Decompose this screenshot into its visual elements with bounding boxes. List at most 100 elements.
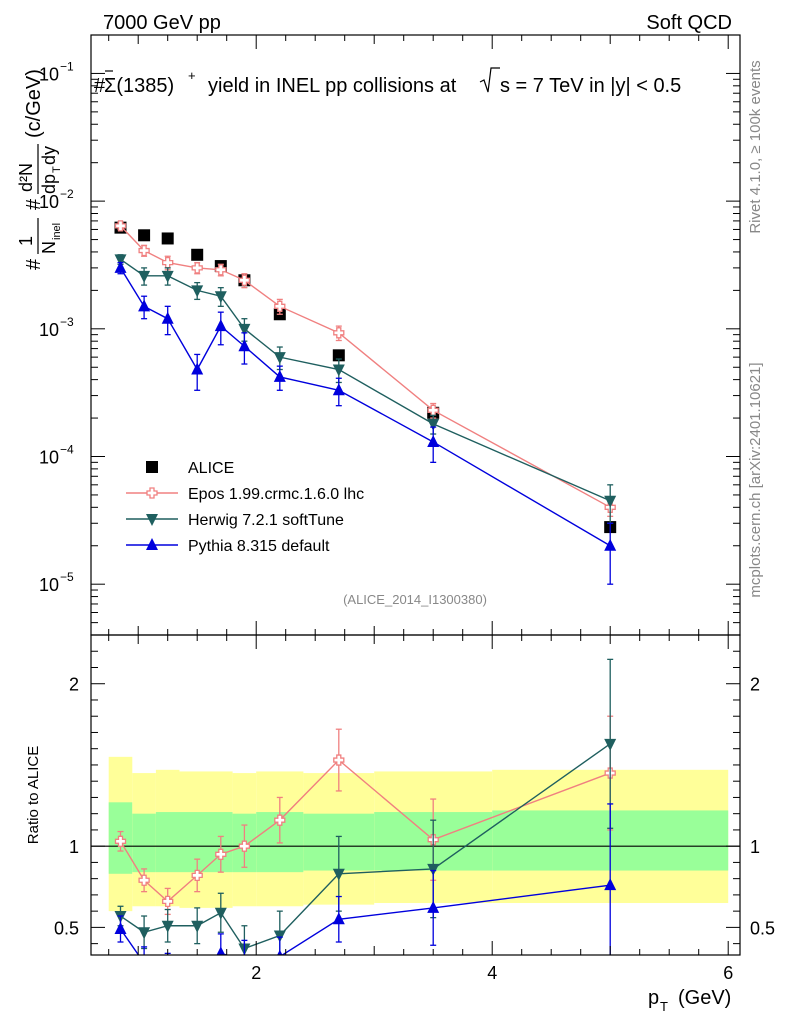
- main-data-point: [161, 311, 174, 324]
- main-data-point: [427, 418, 440, 431]
- main-data-point: [191, 285, 204, 298]
- main-plot-series: [114, 220, 617, 585]
- main-data-point: [191, 248, 204, 261]
- x-tick-label: 2: [251, 963, 261, 983]
- ratio-data-point: [604, 738, 617, 751]
- legend-label: ALICE: [188, 460, 234, 477]
- ratio-data-point: [332, 912, 345, 925]
- legend-label: Epos 1.99.crmc.1.6.0 lhc: [188, 486, 364, 503]
- main-y-tick-label-base: 10: [39, 320, 59, 340]
- ratio-series-line-1: [120, 743, 611, 950]
- title-sqrt-sign: [479, 67, 500, 93]
- legend-entry-1: Epos 1.99.crmc.1.6.0 lhc: [126, 486, 364, 503]
- rivet-version-label: Rivet 4.1.0, ≥ 100k events: [747, 60, 764, 233]
- main-data-point: [138, 270, 151, 283]
- main-data-point: [604, 495, 617, 508]
- ratio-data-point: [162, 963, 174, 975]
- main-y-tick-label-base: 10: [39, 64, 59, 84]
- main-data-point: [273, 352, 286, 365]
- main-data-point: [191, 262, 203, 274]
- main-data-point: [238, 274, 251, 286]
- main-data-point: [427, 434, 440, 447]
- main-data-point: [114, 260, 127, 273]
- x-tick-label: 6: [723, 963, 733, 983]
- ratio-series-2: [114, 803, 617, 992]
- title-text: yield in INEL pp collisions at: [208, 75, 457, 97]
- ratio-series-line-0: [119, 759, 611, 903]
- ratio-data-point: [238, 840, 251, 852]
- ratio-y-tick-label-left: 2: [69, 675, 79, 695]
- xlabel-sub: T: [660, 999, 668, 1014]
- ylabel-dpt-sub: T: [51, 166, 63, 173]
- ylabel-n-sub: inel: [51, 223, 63, 240]
- main-y-tick-label-base: 10: [39, 192, 59, 212]
- ratio-data-point: [138, 927, 151, 940]
- ratio-plot-series: [114, 658, 617, 992]
- main-data-point: [333, 327, 345, 339]
- analysis-id-watermark: (ALICE_2014_I1300380): [343, 592, 487, 607]
- main-data-point: [138, 244, 150, 257]
- ratio-y-tick-label-right: 2: [750, 675, 760, 695]
- ratio-band-inner: [132, 813, 156, 873]
- ratio-band-inner: [179, 812, 209, 873]
- ratio-data-point: [162, 895, 174, 908]
- title-hash: #: [94, 75, 106, 97]
- ratio-y-axis-label: Ratio to ALICE: [25, 746, 42, 844]
- ratio-y-tick-label-left: 1: [69, 837, 79, 857]
- ratio-data-point: [138, 956, 150, 968]
- main-y-tick-label-exponent: −3: [60, 315, 74, 329]
- main-data-point: [238, 323, 251, 336]
- main-y-tick-label-base: 10: [39, 448, 59, 468]
- ratio-data-point: [274, 814, 286, 826]
- xlabel-p: p: [648, 987, 659, 1009]
- main-plot-title: # Σ(1385) + yield in INEL pp collisions …: [94, 67, 681, 97]
- ylabel-unit: (c/GeV): [23, 69, 45, 138]
- main-series-2: [114, 254, 617, 524]
- ratio-y-tick-label-right: 0.5: [750, 918, 775, 938]
- legend-label: Pythia 8.315 default: [188, 538, 330, 555]
- main-data-point: [138, 299, 151, 312]
- legend-entry-2: Herwig 7.2.1 softTune: [126, 512, 344, 529]
- ylabel-dy: dy: [39, 146, 59, 165]
- ratio-uncertainty-bands: [91, 756, 740, 912]
- main-series-3: [114, 260, 617, 585]
- legend: ALICE Epos 1.99.crmc.1.6.0 lhc Herwig 7.2.…: [126, 460, 364, 555]
- legend-entry-0: ALICE: [146, 460, 234, 477]
- ratio-data-point: [427, 900, 440, 913]
- main-data-point: [162, 256, 174, 269]
- main-series-line-2: [120, 258, 611, 502]
- title-superscript: +: [188, 68, 196, 83]
- legend-entry-3: Pythia 8.315 default: [126, 538, 330, 555]
- header-right: Soft QCD: [646, 12, 732, 34]
- x-tick-label: 4: [487, 963, 497, 983]
- ratio-data-point: [161, 920, 174, 933]
- ratio-data-point: [216, 946, 226, 955]
- ratio-data-point: [191, 980, 203, 992]
- main-data-point: [161, 232, 174, 245]
- x-axis-label: p T (GeV): [648, 987, 731, 1014]
- legend-marker: [146, 538, 158, 550]
- main-data-point: [604, 538, 617, 551]
- ylabel-d2n: d²N: [16, 163, 36, 192]
- ylabel-dpt: dp: [39, 174, 59, 194]
- ylabel-one: 1: [16, 236, 36, 246]
- ratio-data-point: [114, 835, 127, 847]
- ratio-data-point: [191, 920, 204, 933]
- ratio-data-point: [191, 869, 203, 882]
- main-y-tick-label-exponent: −1: [60, 59, 74, 73]
- main-data-point: [214, 291, 227, 304]
- main-data-point: [238, 339, 251, 352]
- ylabel-hash-1: #: [23, 258, 45, 270]
- ratio-plot-axes: 2 2 1 1 0.5 0.5 2 4 6: [54, 634, 775, 983]
- main-data-point: [161, 270, 174, 283]
- legend-marker: [146, 514, 158, 526]
- main-data-point: [114, 254, 127, 267]
- main-data-point: [273, 369, 286, 382]
- main-data-point: [332, 383, 345, 396]
- ylabel-hash-2: #: [23, 198, 45, 210]
- ratio-data-point: [277, 949, 283, 955]
- main-data-point: [332, 364, 345, 377]
- main-y-tick-label-exponent: −5: [60, 570, 74, 584]
- ratio-y-tick-label-right: 1: [750, 837, 760, 857]
